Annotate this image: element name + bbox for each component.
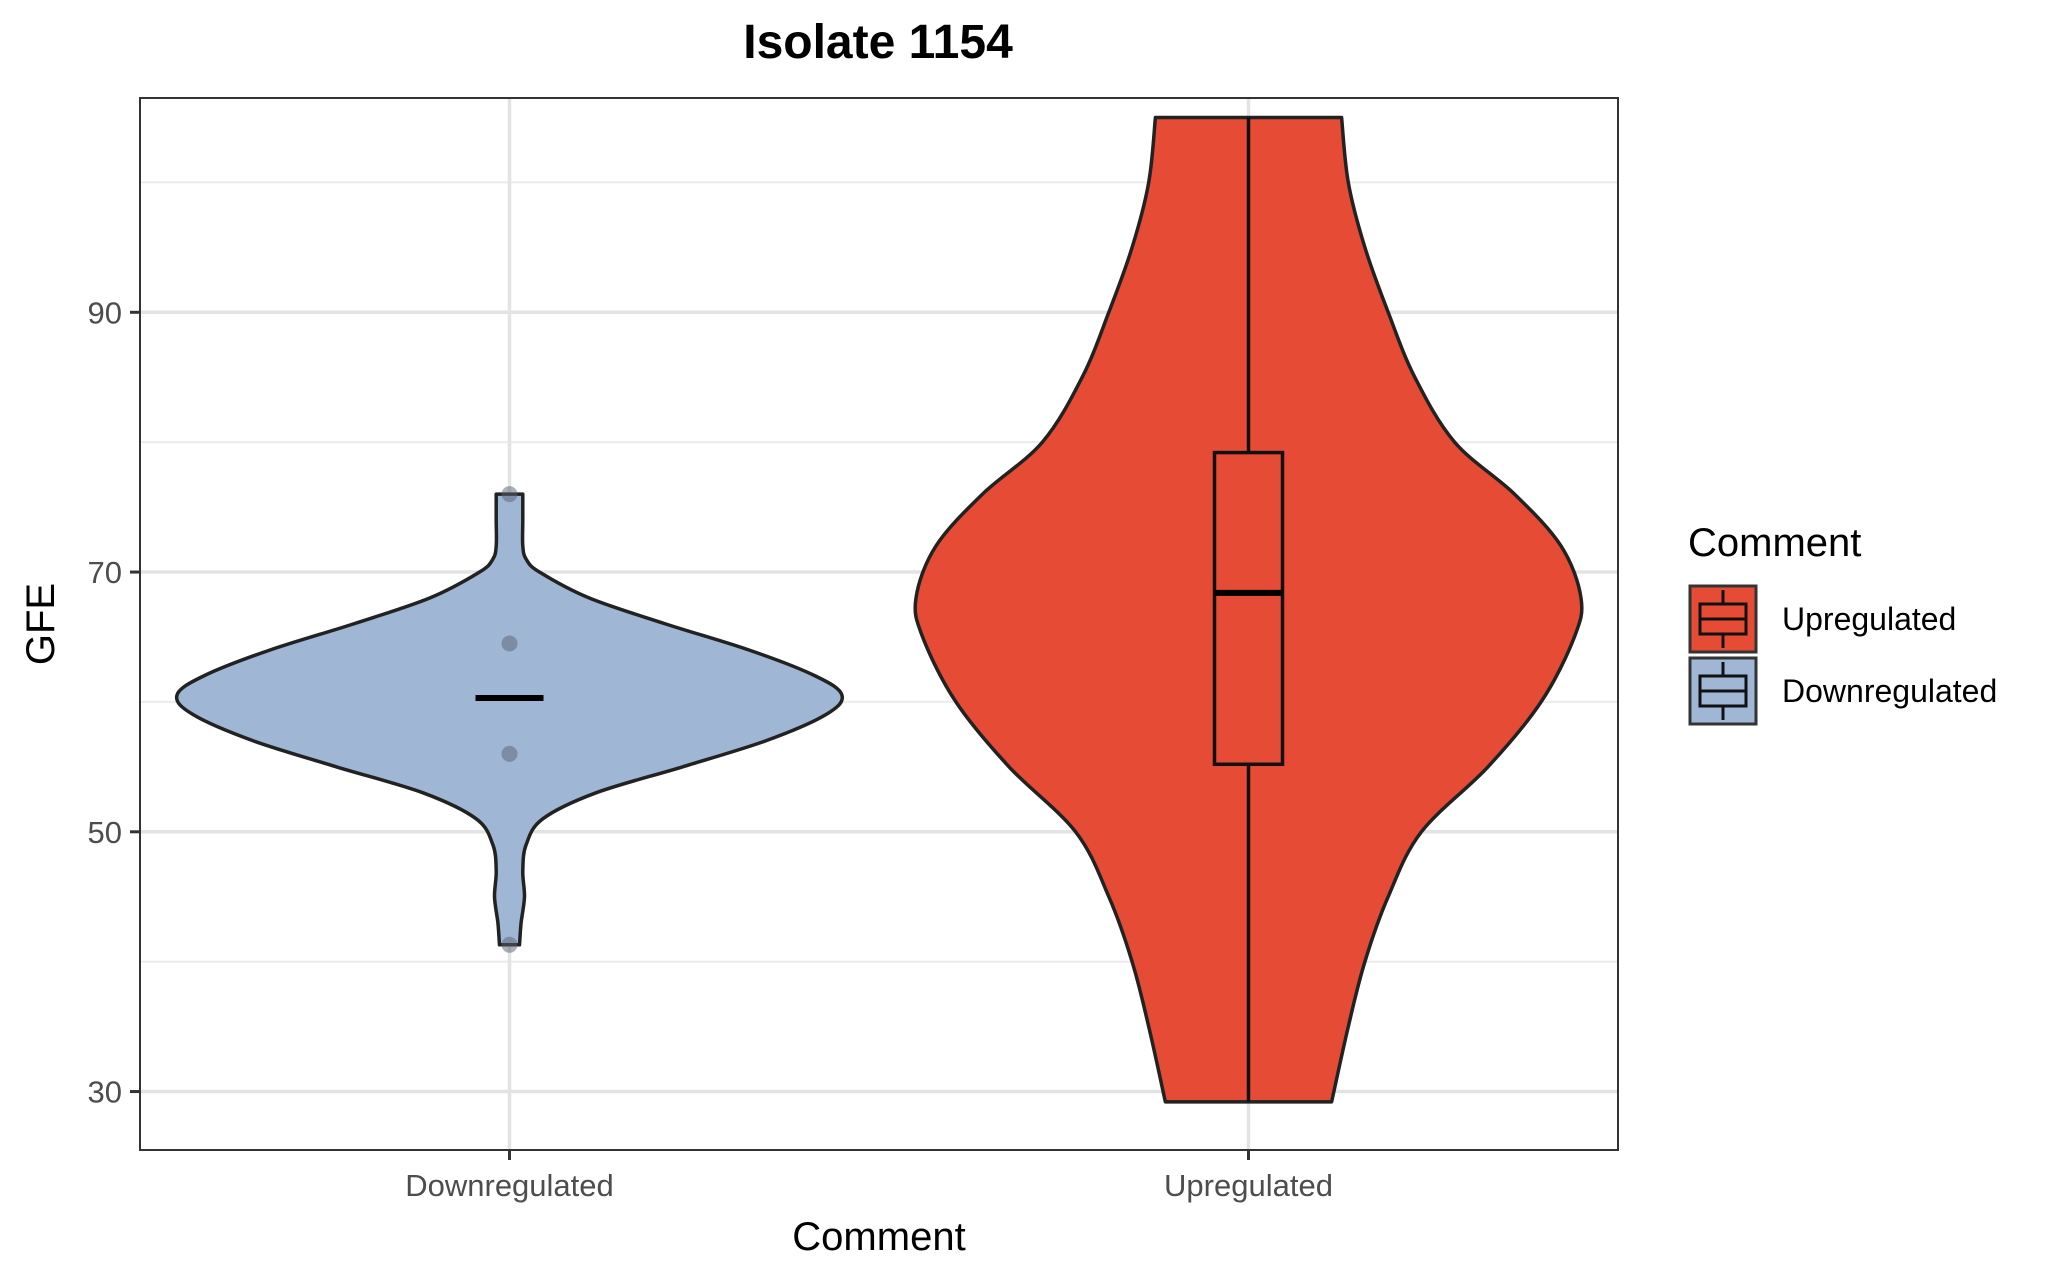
y-tick-label: 70 [88,555,122,590]
box-iqr [1212,450,1285,767]
y-axis: 30 50 70 90 [88,295,140,1110]
legend: Comment Upregulated Downregulated [1688,521,1997,726]
x-tick-label: Downregulated [405,1168,614,1203]
y-tick-label: 50 [88,815,122,850]
data-point [501,936,518,953]
data-point [501,635,518,652]
violin-downregulated [174,492,845,947]
legend-label-downregulated: Downregulated [1782,673,1997,709]
y-axis-title: GFE [19,583,63,665]
y-tick-label: 30 [88,1075,122,1110]
legend-title: Comment [1688,521,1861,565]
data-point [501,745,518,762]
legend-label-upregulated: Upregulated [1782,601,1956,637]
x-axis: Downregulated Upregulated [405,1150,1333,1203]
x-tick-label: Upregulated [1164,1168,1333,1203]
x-axis-title: Comment [792,1215,965,1259]
data-point [501,486,518,503]
plot-panel-border [139,97,1619,1151]
chart-title: Isolate 1154 [743,16,1013,69]
y-tick-label: 90 [88,295,122,330]
violins [174,115,1584,1104]
